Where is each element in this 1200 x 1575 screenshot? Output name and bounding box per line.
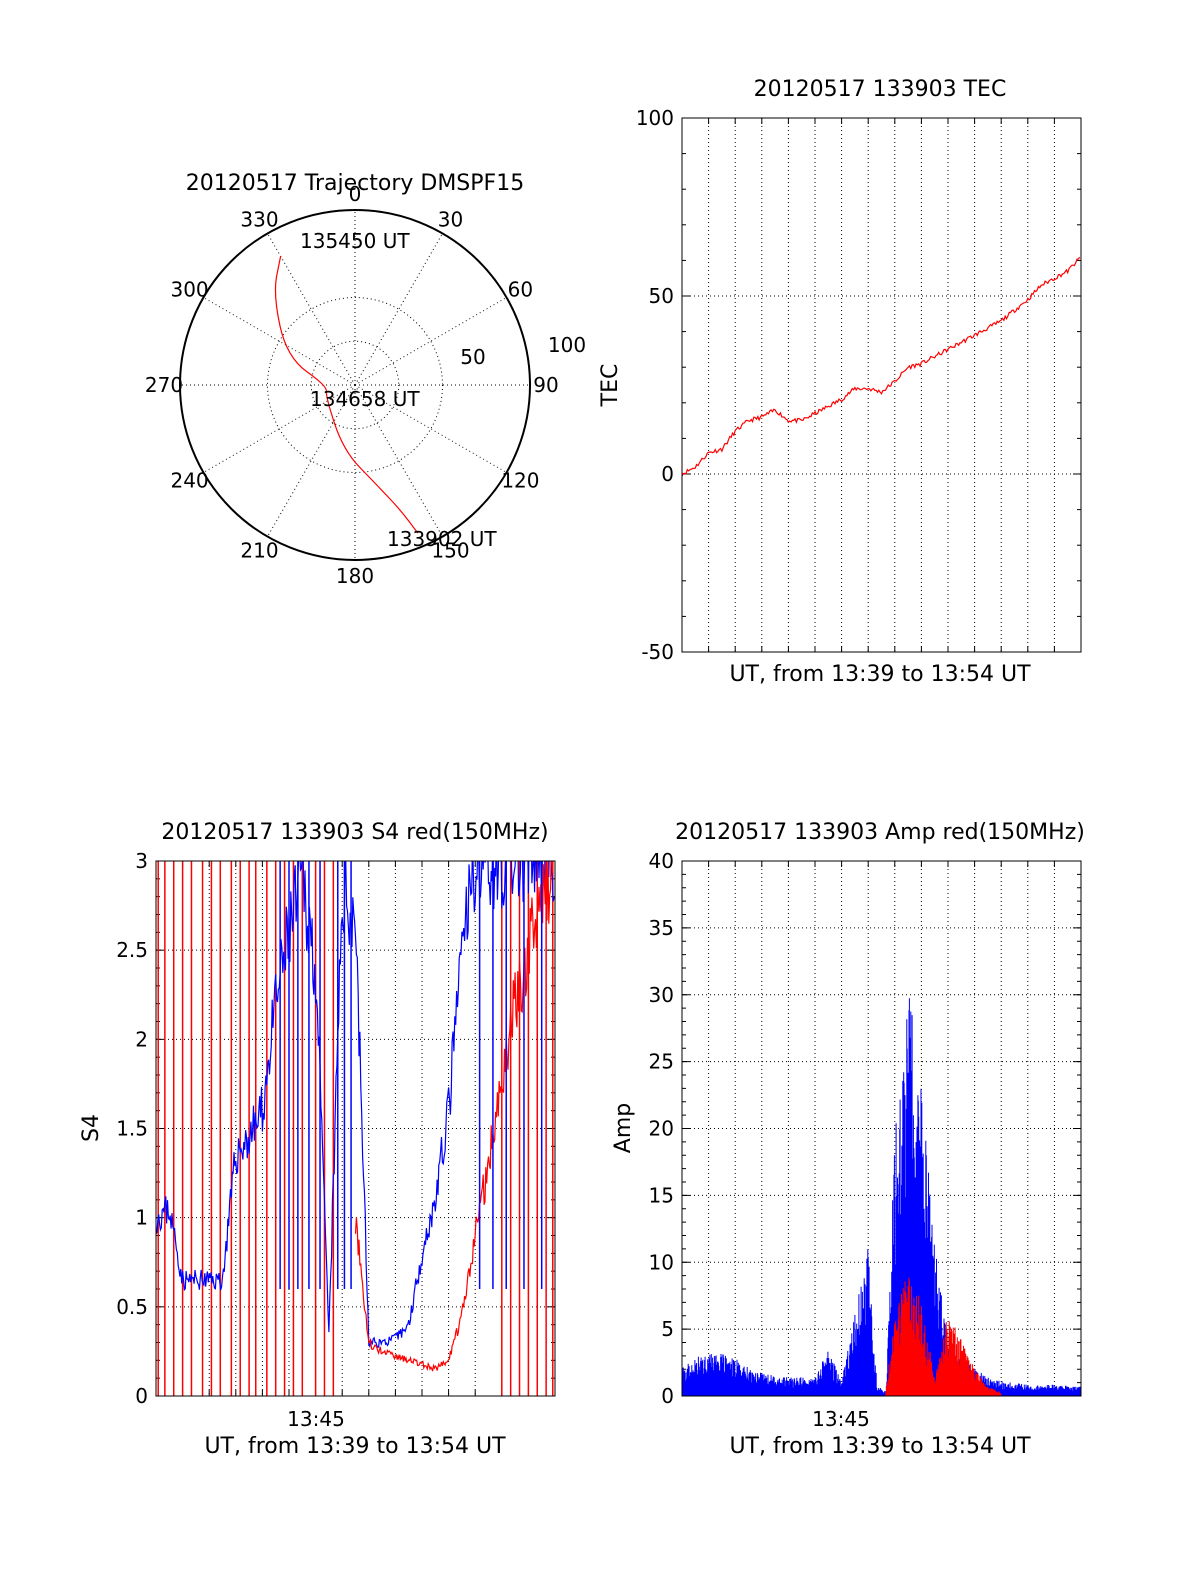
annotation-start-time: 133902 UT [387,527,497,551]
trajectory-path [274,256,419,534]
tec-ytick-label: 0 [661,462,674,486]
polar-radial-label-100: 100 [548,333,586,357]
amp-xtick-1345: 13:45 [812,1407,870,1431]
s4-ytick-label: 1 [135,1206,148,1230]
polar-ring-0 [310,340,400,430]
tec-ytick-label: 100 [636,106,674,130]
amp-ytick-label: 30 [649,983,674,1007]
polar-ring-1 [267,297,443,473]
polar-angle-label-120: 120 [501,469,539,493]
polar-angle-label-270: 270 [145,373,183,397]
tec-series-0 [682,256,1081,477]
s4-plot-area [156,861,555,1396]
amp-series-1 [885,1277,1002,1396]
amp-series-0 [682,998,1081,1396]
polar-angle-label-300: 300 [170,278,208,302]
polar-angle-label-330: 330 [240,208,278,232]
amp-xlabel: UT, from 13:39 to 13:54 UT [729,1434,1031,1459]
amp-ylabel: Amp [611,1103,636,1153]
s4-ytick-label: 3 [135,849,148,873]
polar-outer-ring [179,209,531,561]
polar-angle-label-90: 90 [533,373,558,397]
polar-spoke-60 [354,297,507,386]
annotation-mid-time: 134658 UT [310,387,420,411]
annotation-end-time: 135450 UT [300,229,410,253]
polar-angle-label-150: 150 [431,538,469,562]
s4-ytick-label: 2.5 [116,938,148,962]
polar-angle-labels: 0 30 60 90 120 150 180 210 240 270 300 330 [145,182,559,588]
trajectory-polar-plot: 20120517 Trajectory DMSPF15 0 30 60 90 120 15… [145,171,586,588]
s4-ytick-label: 0.5 [116,1295,148,1319]
tec-ylabel: TEC [598,364,623,408]
tec-frame [681,117,1082,653]
s4-chart: 20120517 133903 S4 red(150MHz) S4 13:45 … [79,820,556,1459]
s4-ytick-label: 2 [135,1027,148,1051]
s4-frame [155,860,556,1397]
s4-ylabel: S4 [79,1114,104,1142]
polar-grid [180,210,530,560]
amp-ytick-label: 5 [661,1317,674,1341]
polar-angle-label-60: 60 [508,278,533,302]
tec-ytick-label: -50 [641,640,674,664]
tec-xlabel: UT, from 13:39 to 13:54 UT [729,662,1031,687]
amp-ytick-label: 10 [649,1250,674,1274]
amp-ytick-label: 35 [649,916,674,940]
s4-xlabel: UT, from 13:39 to 13:54 UT [204,1434,506,1459]
polar-angle-label-180: 180 [336,564,374,588]
tec-plot-area [682,256,1081,477]
amp-plot-area [682,998,1081,1396]
amp-title: 20120517 133903 Amp red(150MHz) [675,820,1085,845]
s4-series-0 [156,861,555,1348]
amp-chart: 20120517 133903 Amp red(150MHz) Amp 13:4… [611,820,1085,1459]
s4-ytick-label: 0 [135,1384,148,1408]
polar-angle-label-240: 240 [170,469,208,493]
polar-title: 20120517 Trajectory DMSPF15 [186,171,524,196]
polar-angle-label-0: 0 [349,182,362,206]
s4-title: 20120517 133903 S4 red(150MHz) [161,820,548,845]
s4-ytick-label: 1.5 [116,1117,148,1141]
amp-ytick-label: 20 [649,1117,674,1141]
amp-ytick-label: 25 [649,1050,674,1074]
amp-ytick-label: 40 [649,849,674,873]
polar-angle-label-30: 30 [438,208,463,232]
polar-angle-label-210: 210 [240,538,278,562]
tec-chart: 20120517 133903 TEC TEC UT, from 13:39 t… [598,77,1082,687]
amp-frame [681,860,1082,1397]
tec-title: 20120517 133903 TEC [754,77,1007,102]
polar-spoke-30 [354,233,443,386]
s4-xtick-1345: 13:45 [287,1407,345,1431]
amp-ytick-label: 0 [661,1384,674,1408]
tec-ytick-label: 50 [649,284,674,308]
s4-series-1 [354,861,552,1372]
polar-radial-label-50: 50 [460,345,485,369]
amp-ytick-label: 15 [649,1183,674,1207]
